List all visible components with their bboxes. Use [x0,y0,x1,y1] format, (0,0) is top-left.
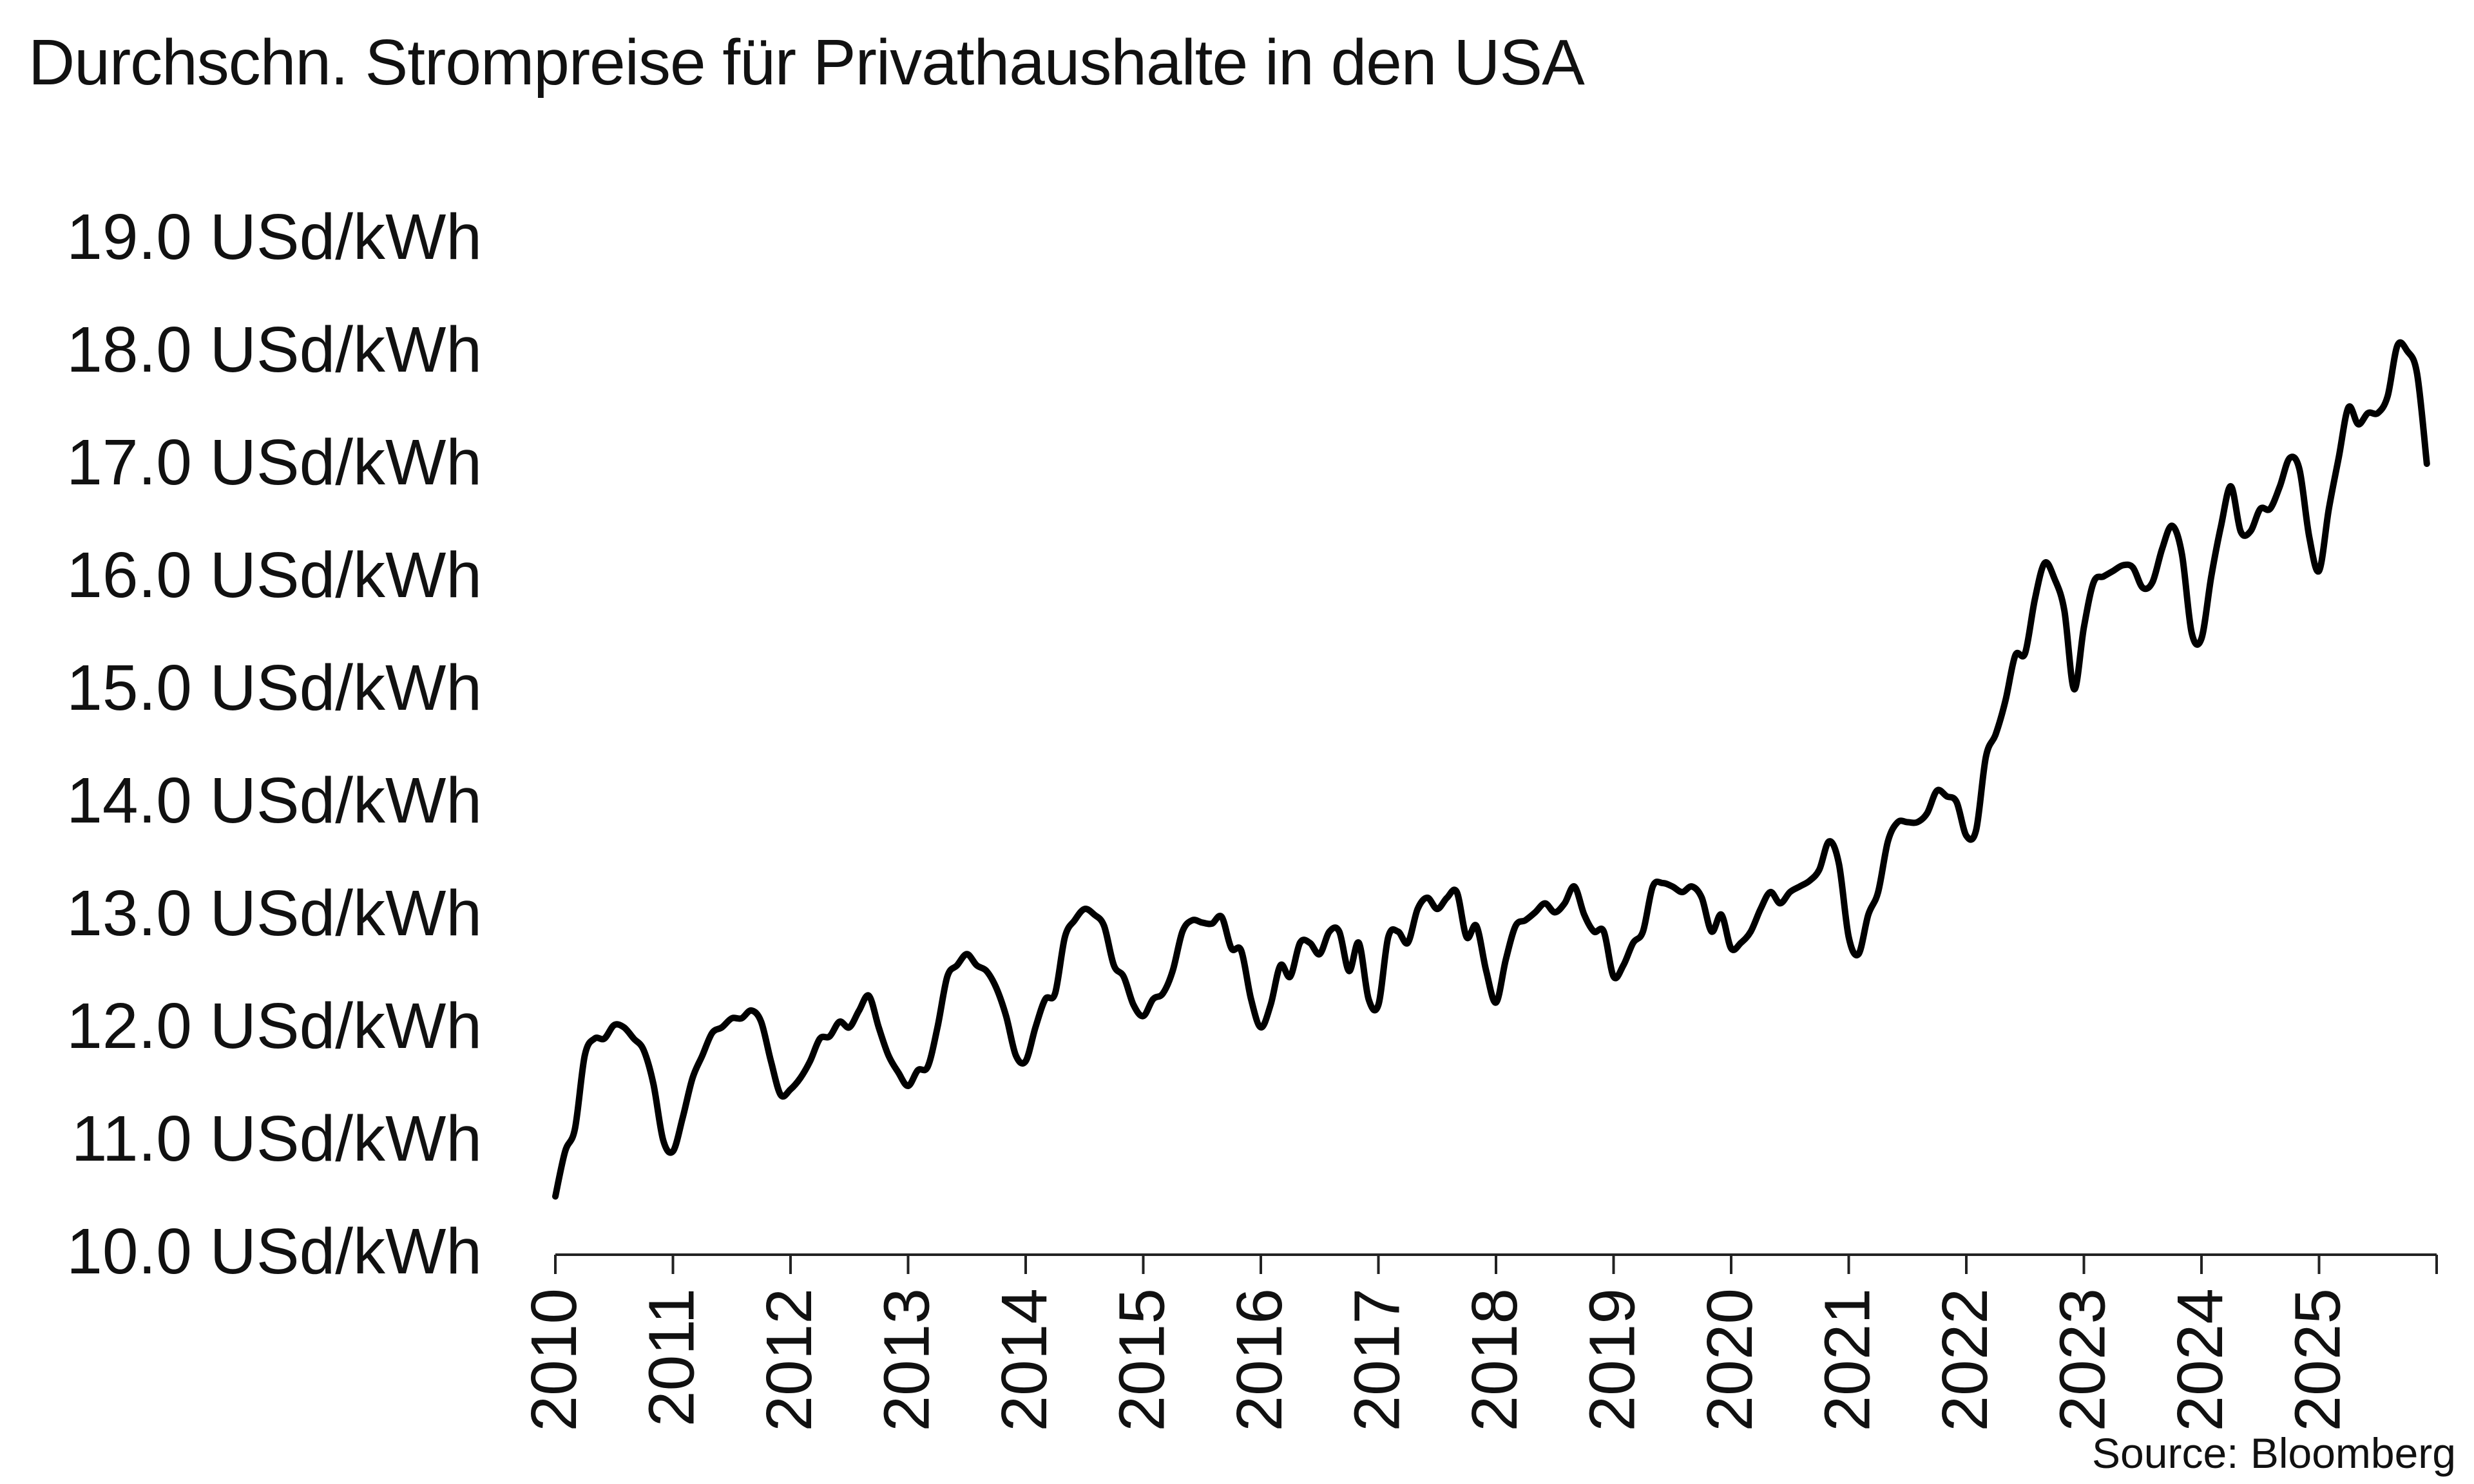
x-tick-label: 2014 [988,1288,1060,1431]
x-tick-label: 2011 [636,1288,708,1427]
y-tick-label: 11.0 USd/kWh [72,1103,482,1175]
chart-title: Durchschn. Strompreise für Privathaushal… [28,26,1585,99]
x-tick-label: 2016 [1223,1288,1296,1431]
x-tick-label: 2024 [2164,1288,2236,1431]
x-tick-label: 2023 [2047,1288,2119,1431]
x-axis [554,1253,2438,1274]
series-line [552,339,2430,1200]
x-tick-label: 2013 [871,1288,943,1431]
y-tick-label: 14.0 USd/kWh [66,765,482,837]
x-tick-label: 2018 [1459,1288,1531,1431]
y-tick-label: 15.0 USd/kWh [66,652,482,724]
source-note: Source: Bloomberg [2092,1429,2456,1477]
y-tick-label: 13.0 USd/kWh [66,877,482,949]
x-tick-label: 2012 [753,1288,825,1431]
y-tick-label: 19.0 USd/kWh [66,201,482,273]
x-tick-label: 2017 [1341,1288,1414,1431]
x-tick-label: 2021 [1812,1288,1884,1431]
y-tick-label: 17.0 USd/kWh [66,426,482,499]
x-tick-label: 2010 [518,1288,590,1431]
y-tick-label: 12.0 USd/kWh [66,990,482,1062]
y-tick-label: 16.0 USd/kWh [66,539,482,611]
y-axis-tick-labels: 10.0 USd/kWh 11.0 USd/kWh 12.0 USd/kWh 13.0… [66,201,482,1288]
x-tick-label: 2022 [1929,1288,2001,1431]
x-tick-label: 2015 [1106,1288,1178,1431]
x-tick-label: 2019 [1577,1288,1649,1431]
y-tick-label: 10.0 USd/kWh [66,1215,482,1288]
x-axis-tick-labels: 2010 2011 2012 2013 2014 2015 2016 2017 2018 2019… [518,1288,2354,1431]
x-tick-label: 2020 [1694,1288,1766,1431]
plot-area [552,339,2430,1200]
y-tick-label: 18.0 USd/kWh [66,314,482,386]
x-tick-label: 2025 [2282,1288,2354,1431]
